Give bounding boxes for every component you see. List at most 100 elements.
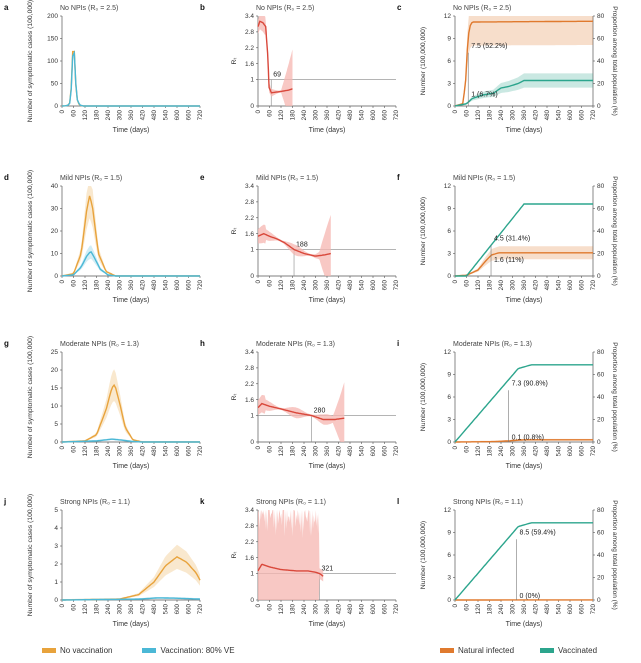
y-tick-label: 20 <box>51 228 59 235</box>
y-tick-label: 6 <box>447 228 451 235</box>
x-tick-label: 660 <box>579 603 586 614</box>
x-tick-label: 120 <box>82 279 89 290</box>
x-tick-label: 180 <box>290 279 297 290</box>
x-tick-label: 720 <box>393 603 400 614</box>
panel-title: Mild NPIs (R₀ = 1.5) <box>453 175 515 182</box>
panel-title: Strong NPIs (R₀ = 1.1) <box>453 499 523 506</box>
x-tick-label: 600 <box>174 445 181 456</box>
x-tick-label: 540 <box>556 109 563 120</box>
x-tick-label: 480 <box>347 603 354 614</box>
y-tick-label: 0 <box>54 103 58 110</box>
y-tick-label: 2.8 <box>245 29 254 36</box>
series-line <box>454 522 593 601</box>
y-tick-label: 2.2 <box>245 381 254 388</box>
x-tick-label: 60 <box>464 445 471 452</box>
x-tick-label: 180 <box>94 109 101 120</box>
x-tick-label: 120 <box>475 279 482 290</box>
panel-letter: a <box>4 3 9 12</box>
x-axis-label: Time (days) <box>506 621 543 628</box>
panel-title: No NPIs (R₀ = 2.5) <box>256 5 314 12</box>
x-tick-label: 720 <box>590 279 597 290</box>
series-line <box>454 252 593 277</box>
x-tick-label: 0 <box>59 445 66 449</box>
x-tick-label: 420 <box>140 109 147 120</box>
y-tick-label: 0 <box>250 597 254 604</box>
y-tick-label: 20 <box>51 367 59 374</box>
x-tick-label: 60 <box>267 445 274 452</box>
marker-label: 280 <box>314 408 326 415</box>
y-tick-label: 3 <box>447 251 451 258</box>
x-tick-label: 420 <box>336 279 343 290</box>
y-tick-label: 2.8 <box>245 523 254 530</box>
x-tick-label: 360 <box>324 445 331 456</box>
x-tick-label: 60 <box>267 109 274 116</box>
x-tick-label: 600 <box>174 109 181 120</box>
x-tick-label: 360 <box>324 109 331 120</box>
x-tick-label: 300 <box>117 445 124 456</box>
x-tick-label: 480 <box>347 279 354 290</box>
y2-tick-label: 80 <box>597 349 605 356</box>
series-line <box>61 50 200 107</box>
y-tick-label: 0 <box>447 103 451 110</box>
y-tick-label: 5 <box>54 421 58 428</box>
panel-a: a No NPIs (R₀ = 2.5) 0 60 120 180 240 300 360 420… <box>4 0 204 134</box>
x-tick-label: 360 <box>128 109 135 120</box>
y-tick-label: 3.4 <box>245 349 254 356</box>
x-tick-label: 600 <box>567 603 574 614</box>
panel-title: Mild NPIs (R₀ = 1.5) <box>256 175 318 182</box>
x-tick-label: 600 <box>370 279 377 290</box>
series-line <box>61 250 200 277</box>
y-axis-label: Number (100,000,000) <box>420 521 427 589</box>
x-tick-label: 420 <box>336 603 343 614</box>
x-tick-label: 180 <box>290 445 297 456</box>
series-line <box>454 79 593 107</box>
annotation-label: 4.5 (31.4%) <box>494 235 530 242</box>
x-tick-label: 420 <box>140 603 147 614</box>
y-tick-label: 1 <box>250 413 254 420</box>
y-tick-label: 1.6 <box>245 397 254 404</box>
x-tick-label: 360 <box>324 603 331 614</box>
y-tick-label: 3.4 <box>245 13 254 20</box>
x-tick-label: 180 <box>94 279 101 290</box>
x-tick-label: 480 <box>347 445 354 456</box>
series-line <box>454 20 594 107</box>
y-tick-label: 0 <box>447 597 451 604</box>
x-tick-label: 180 <box>290 109 297 120</box>
y-tick-label: 6 <box>447 394 451 401</box>
y-axis-label: Number of symptomatic cases (100,000) <box>27 336 34 458</box>
panel-g: g Moderate NPIs (R₀ = 1.3) 0 60 120 180 240 300… <box>4 336 204 470</box>
panel-i: i Moderate NPIs (R₀ = 1.3)0 60 120 180 240 300… <box>397 339 618 470</box>
y-tick-label: 15 <box>51 385 59 392</box>
x-tick-label: 0 <box>452 279 459 283</box>
x-tick-label: 660 <box>579 279 586 290</box>
x-tick-label: 720 <box>590 603 597 614</box>
x-axis-label: Time (days) <box>309 127 346 134</box>
series-band <box>62 369 200 442</box>
x-tick-label: 660 <box>186 279 193 290</box>
x-tick-label: 660 <box>186 109 193 120</box>
y2-tick-label: 40 <box>597 552 605 559</box>
panel-letter: i <box>397 339 399 348</box>
y-tick-label: 3.4 <box>245 183 254 190</box>
annotation-label: 1.6 (11%) <box>494 257 524 264</box>
x-tick-label: 360 <box>521 603 528 614</box>
x-tick-label: 120 <box>82 109 89 120</box>
y-tick-label: 9 <box>447 530 451 537</box>
x-tick-label: 0 <box>59 279 66 283</box>
x-tick-label: 120 <box>278 603 285 614</box>
y-axis-label: Number of symptomatic cases (100,000) <box>27 170 34 292</box>
panel-letter: b <box>200 3 205 12</box>
y-tick-label: 4 <box>54 525 58 532</box>
x-tick-label: 600 <box>370 445 377 456</box>
y-tick-label: 1 <box>250 571 254 578</box>
y-tick-label: 12 <box>444 183 452 190</box>
panel-letter: e <box>200 173 205 182</box>
panel-j: j Strong NPIs (R₀ = 1.1)0 60 120 180 240 300 36… <box>3 494 204 628</box>
x-tick-label: 240 <box>498 445 505 456</box>
x-tick-label: 180 <box>94 603 101 614</box>
x-tick-label: 120 <box>278 109 285 120</box>
y-tick-label: 2 <box>54 561 58 568</box>
y2-tick-label: 60 <box>597 530 605 537</box>
x-axis-label: Time (days) <box>113 463 150 470</box>
panel-letter: j <box>3 497 6 506</box>
